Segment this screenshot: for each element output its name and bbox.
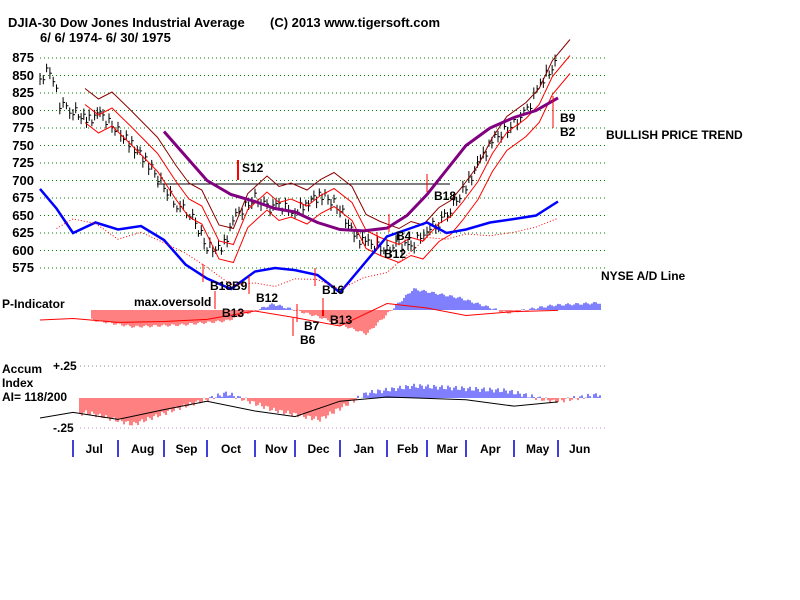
y-tick-label: 750 xyxy=(12,137,34,153)
y-tick-label: 875 xyxy=(12,50,34,65)
chart-title: DJIA-30 Dow Jones Industrial Average xyxy=(8,15,245,30)
signal-label: max.oversold xyxy=(134,295,211,309)
y-tick-label: 575 xyxy=(12,260,34,275)
month-label: Jan xyxy=(353,442,375,456)
y-tick-label: 800 xyxy=(12,102,34,118)
signal-label: B7 xyxy=(304,319,320,333)
month-label: Sep xyxy=(175,442,198,456)
p-indicator-ma xyxy=(39,302,559,327)
signal-label: B16 xyxy=(322,283,344,297)
moving-average-line xyxy=(162,96,559,233)
month-label: Dec xyxy=(307,442,330,456)
signal-label: B18B9 xyxy=(210,279,248,293)
upper-band-inner xyxy=(84,55,571,246)
index-label: Index xyxy=(2,376,34,390)
accum-label: Accum xyxy=(2,362,43,376)
signal-label: B12 xyxy=(256,291,278,305)
y-tick-label: 600 xyxy=(12,242,34,258)
signal-label: B18 xyxy=(434,189,456,203)
signal-label: B9 xyxy=(560,111,576,125)
signal-label: B13 xyxy=(330,313,352,327)
p-indicator-label: P-Indicator xyxy=(2,297,65,311)
signal-label: B12 xyxy=(384,247,406,261)
y-tick-label: 700 xyxy=(12,172,34,188)
y-tick-label: 650 xyxy=(12,207,34,223)
copyright-text: (C) 2013 www.tigersoft.com xyxy=(270,15,440,30)
y-tick-label: 775 xyxy=(12,120,34,135)
month-label: Oct xyxy=(221,442,242,456)
signal-label: B2 xyxy=(560,125,576,139)
signal-label: B4 xyxy=(396,229,412,243)
y-tick-label: 625 xyxy=(12,225,34,240)
month-label: Jun xyxy=(569,442,591,456)
signal-label: B13 xyxy=(222,306,244,320)
month-label: May xyxy=(526,442,550,456)
month-label: Aug xyxy=(131,442,155,456)
y-tick-label: 675 xyxy=(12,190,34,205)
ai-ratio-label: AI= 118/200 xyxy=(2,390,68,404)
y-tick-label: 850 xyxy=(12,67,34,83)
lower-band xyxy=(84,73,571,264)
signal-label: S12 xyxy=(242,161,264,175)
accum-ma xyxy=(39,396,559,420)
ad-line-ma xyxy=(56,217,559,290)
accum-ytick-bottom: -.25 xyxy=(53,421,74,435)
ad-line-label: NYSE A/D Line xyxy=(601,269,686,283)
y-tick-label: 825 xyxy=(12,85,34,100)
month-label: Apr xyxy=(480,442,501,456)
ad-line xyxy=(39,188,559,295)
accum-ytick-top: +.25 xyxy=(53,359,77,373)
signal-label: B6 xyxy=(300,333,316,347)
y-tick-label: 725 xyxy=(12,155,34,170)
month-label: Feb xyxy=(397,442,419,456)
upper-band-outer xyxy=(84,39,571,230)
bullish-trend-label: BULLISH PRICE TREND xyxy=(606,128,743,142)
month-label: Nov xyxy=(265,442,288,456)
month-label: Mar xyxy=(436,442,458,456)
month-label: Jul xyxy=(85,442,103,456)
date-range: 6/ 6/ 1974- 6/ 30/ 1975 xyxy=(40,30,171,45)
